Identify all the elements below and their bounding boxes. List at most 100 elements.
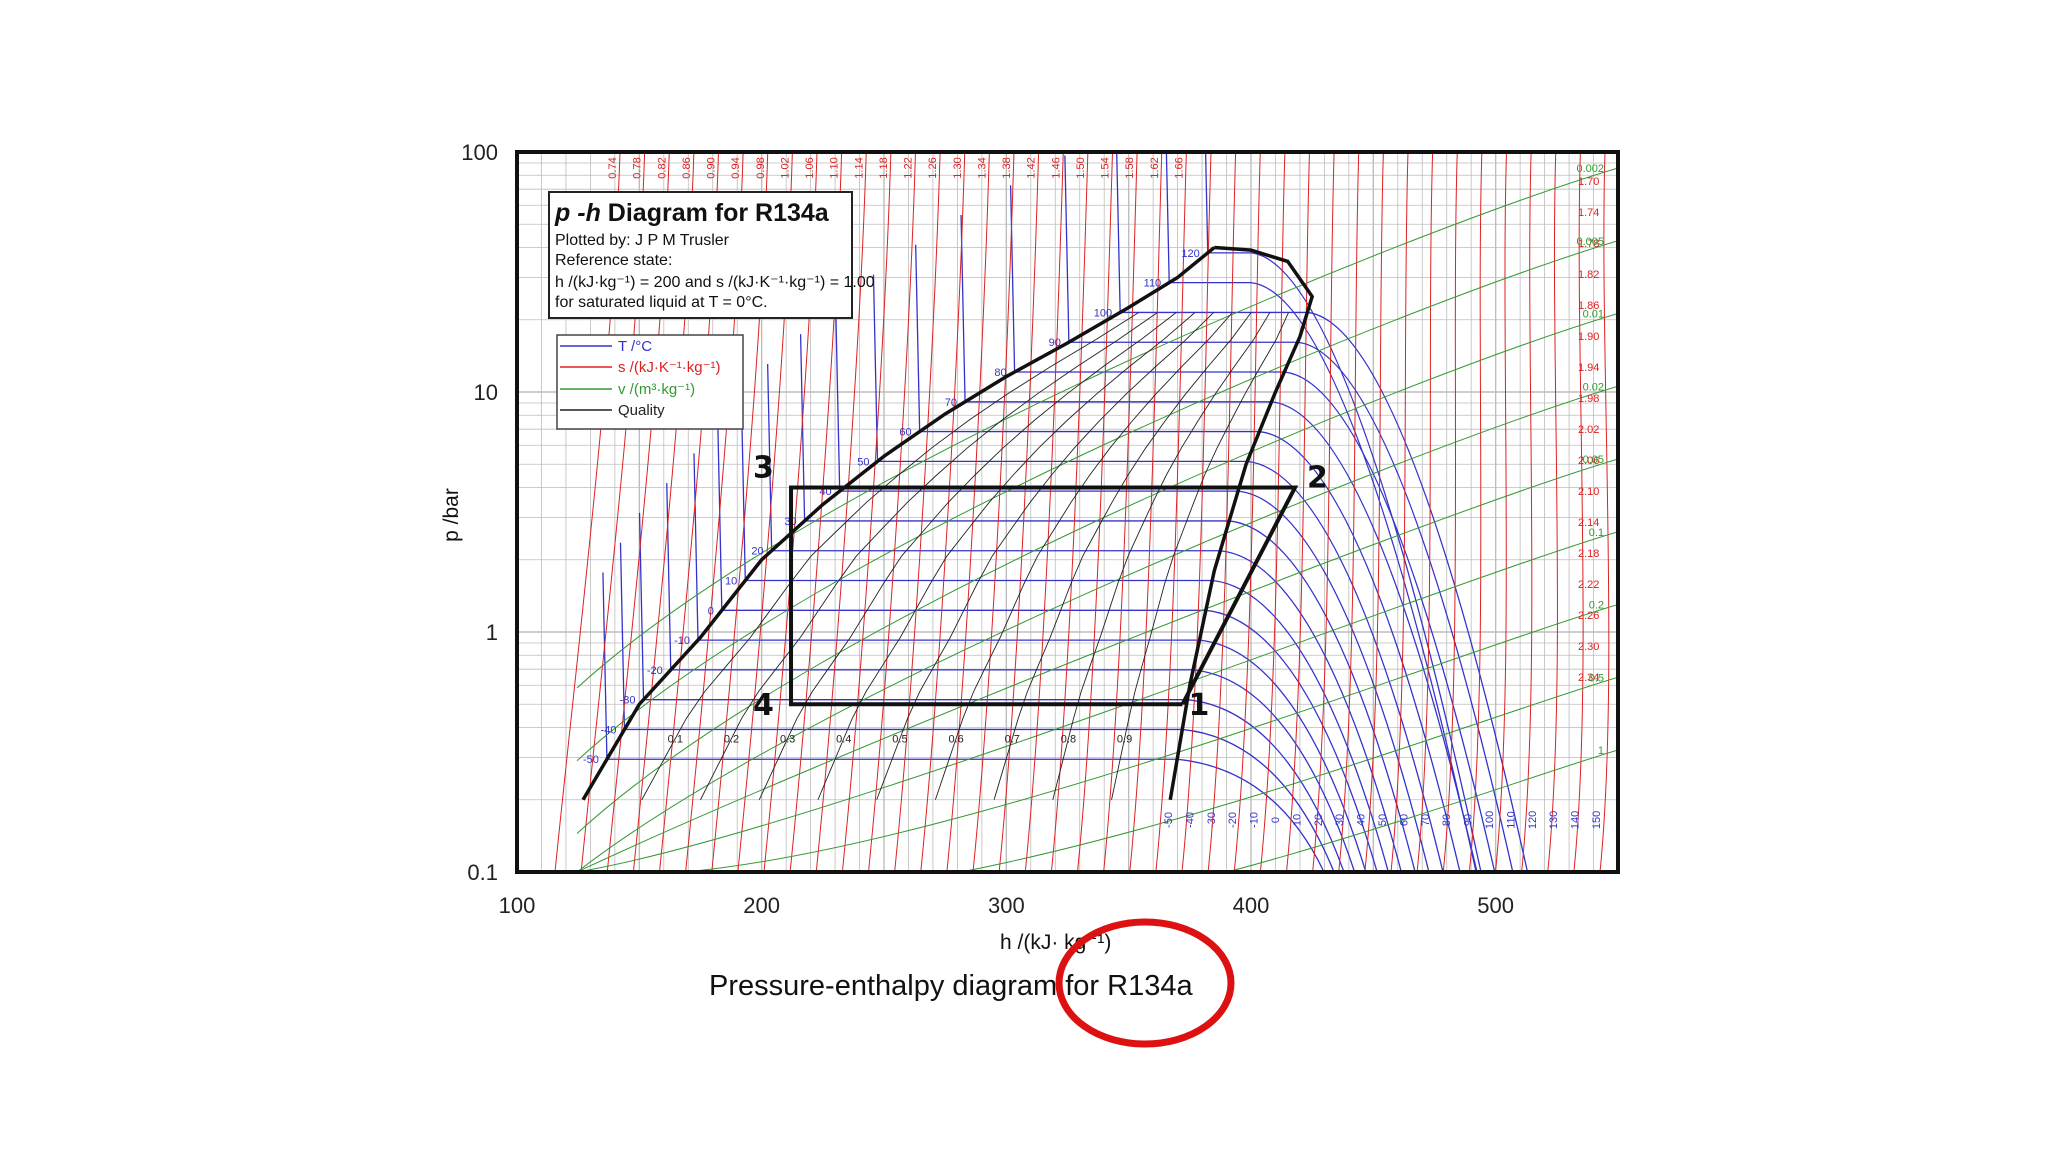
isentrope-label: 1.38 — [1001, 157, 1013, 178]
isotherm-label: -50 — [583, 754, 599, 766]
isentrope-label: 1.70 — [1578, 176, 1599, 188]
isentrope-label: 2.30 — [1578, 641, 1599, 653]
isentrope-label: 1.26 — [927, 157, 939, 178]
isotherm-bottom-label: 50 — [1377, 814, 1389, 826]
y-tick-label: 0.1 — [467, 860, 498, 885]
isotherm-bottom-label: 0 — [1270, 817, 1282, 823]
isentrope-line — [1495, 152, 1507, 872]
isotherm-line — [766, 363, 1402, 872]
x-tick-label: 100 — [499, 893, 536, 918]
isentrope-label: 1.02 — [779, 157, 791, 178]
info-reference: Reference state: — [555, 252, 672, 269]
isotherm-bottom-label: 90 — [1463, 814, 1475, 826]
isochore-line — [576, 458, 1618, 872]
isochore-label: 0.005 — [1576, 236, 1604, 248]
isentrope-line — [1573, 152, 1584, 872]
x-tick-label: 200 — [743, 893, 780, 918]
isentrope-label: 1.78 — [1578, 238, 1599, 250]
quality-line — [993, 312, 1252, 800]
isentrope-line — [946, 152, 990, 872]
legend-item-entropy: s /(kJ·K⁻¹·kg⁻¹) — [618, 359, 721, 376]
isentrope-line — [1155, 152, 1187, 872]
isotherm-label: 20 — [751, 546, 763, 558]
isentrope-label: 2.02 — [1578, 424, 1599, 436]
highlight-circle — [1055, 918, 1235, 1048]
y-tick-label: 1 — [486, 620, 498, 645]
legend-item-quality: Quality — [618, 402, 665, 419]
isentrope-line — [1024, 152, 1064, 872]
isentrope-line — [1390, 152, 1409, 872]
isentrope-line — [1599, 152, 1610, 872]
isotherm-label: 60 — [899, 427, 911, 439]
isentrope-label: 1.42 — [1026, 157, 1038, 178]
isentrope-line — [1364, 152, 1384, 872]
isotherm-label: 90 — [1049, 337, 1061, 349]
isentrope-line — [1547, 152, 1558, 872]
x-tick-label: 400 — [1233, 893, 1270, 918]
isochore-label: 0.02 — [1583, 381, 1604, 393]
isentrope-label: 1.10 — [829, 157, 841, 178]
quality-line — [876, 312, 1214, 800]
isentrope-label: 2.18 — [1578, 548, 1599, 560]
isentrope-label: 1.58 — [1124, 157, 1136, 178]
isotherm-bottom-label: -50 — [1163, 812, 1175, 828]
isentrope-line — [1207, 152, 1237, 872]
quality-label: 0.1 — [668, 733, 683, 745]
isentrope-label: 1.62 — [1149, 157, 1161, 178]
isotherm-line — [872, 274, 1444, 872]
isentrope-label: 1.22 — [903, 157, 915, 178]
isotherm-label: -30 — [620, 695, 636, 707]
quality-label: 0.5 — [892, 733, 907, 745]
isentrope-line — [972, 152, 1015, 872]
isotherm-bottom-label: 130 — [1548, 811, 1560, 829]
isotherm-line — [638, 512, 1345, 872]
isotherm-line — [1165, 152, 1477, 872]
isoline-labels: -50-40-30-20-100102030405060708090100110… — [583, 157, 1604, 829]
isochore-line — [576, 240, 1618, 762]
chart-title: p -h Diagram for R134a — [554, 199, 830, 227]
isotherm-label: 0 — [708, 605, 714, 617]
isentrope-line — [1050, 152, 1089, 872]
y-tick-label: 100 — [461, 140, 498, 165]
isotherm-label: 100 — [1094, 307, 1112, 319]
isotherm-line — [1064, 155, 1514, 872]
refrigeration-cycle: 1 2 3 4 — [753, 451, 1328, 724]
isentrope-label: 2.10 — [1578, 486, 1599, 498]
isotherm-label: 110 — [1144, 278, 1162, 290]
isentrope-line — [1468, 152, 1483, 872]
isentrope-line — [1077, 152, 1113, 872]
x-tick-label: 500 — [1477, 893, 1514, 918]
isentrope-label: 1.14 — [853, 157, 865, 178]
isochore-label: 0.01 — [1583, 309, 1604, 321]
isotherm-line — [602, 572, 1325, 872]
quality-line — [934, 312, 1233, 800]
isentrope-line — [1233, 152, 1261, 872]
quality-label: 0.3 — [780, 733, 795, 745]
isotherm-line — [619, 542, 1335, 872]
quality-line — [700, 312, 1158, 800]
quality-line — [1052, 312, 1271, 800]
quality-label: 0.9 — [1117, 733, 1132, 745]
isotherm-bottom-label: 150 — [1591, 811, 1603, 829]
isentrope-label: 1.90 — [1578, 331, 1599, 343]
isentrope-label: 0.78 — [632, 157, 644, 178]
isentrope-line — [1312, 152, 1335, 872]
isochore-line — [576, 313, 1618, 834]
isotherm-label: 120 — [1181, 248, 1199, 260]
quality-line — [1111, 312, 1289, 800]
isochore-label: 0.002 — [1576, 163, 1604, 175]
isentrope-label: 0.94 — [730, 157, 742, 178]
isotherm-bottom-label: 140 — [1570, 811, 1582, 829]
isotherm-line — [693, 453, 1367, 872]
legend: T /°C s /(kJ·K⁻¹·kg⁻¹) v /(m³·kg⁻¹) Qual… — [556, 334, 744, 430]
isotherm-label: -10 — [674, 635, 690, 647]
isentrope-label: 0.82 — [656, 157, 668, 178]
isentrope-line — [1129, 152, 1163, 872]
saturation-dome — [581, 245, 1315, 801]
info-box: p -h Diagram for R134a Plotted by: J P M… — [548, 191, 875, 319]
isotherm-line — [717, 423, 1378, 872]
isochore-line — [577, 676, 1618, 872]
isentrope-label: 2.34 — [1578, 672, 1599, 684]
isentrope-label: 1.30 — [952, 157, 964, 178]
